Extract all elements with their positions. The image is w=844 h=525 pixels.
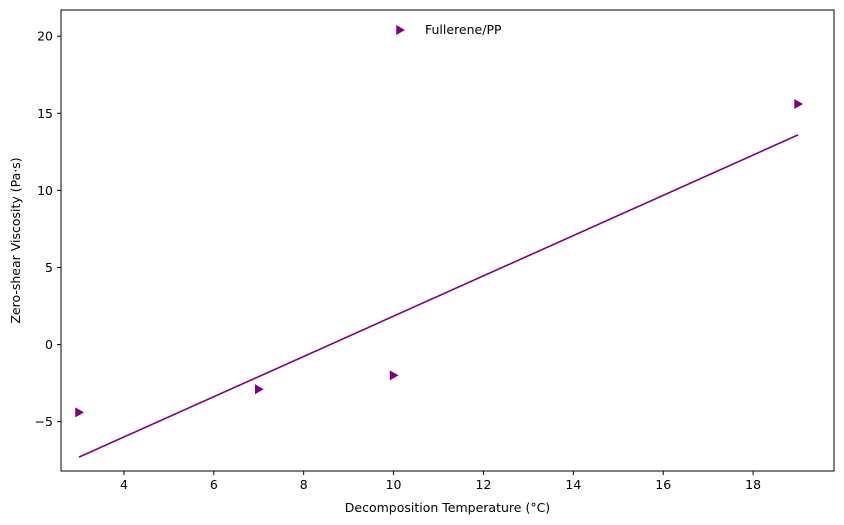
data-point (794, 99, 804, 110)
x-tick-label: 10 (386, 477, 402, 492)
data-point (254, 384, 264, 395)
x-tick-label: 14 (565, 477, 581, 492)
x-axis-label: Decomposition Temperature (°C) (345, 500, 550, 515)
legend-label: Fullerene/PP (425, 22, 502, 37)
x-tick-label: 18 (745, 477, 761, 492)
y-tick-label: 20 (37, 29, 53, 44)
legend-marker-triangle-icon (396, 25, 405, 35)
legend: Fullerene/PP (396, 22, 502, 37)
y-tick-label: 0 (45, 337, 53, 352)
data-point (389, 370, 399, 381)
x-tick-label: 4 (120, 477, 128, 492)
y-tick-label: 15 (37, 106, 53, 121)
y-tick-label: 5 (45, 260, 53, 275)
x-tick-label: 6 (210, 477, 218, 492)
plot-area-frame (60, 9, 835, 472)
y-tick-label: −5 (35, 414, 53, 429)
y-axis-ticks: −5 0 5 10 15 20 (35, 29, 61, 429)
y-axis-label: Zero-shear Viscosity (Pa·s) (8, 157, 23, 323)
x-axis-ticks: 4 6 8 10 12 14 16 18 (120, 471, 761, 492)
y-tick-label: 10 (37, 183, 53, 198)
x-tick-label: 8 (300, 477, 308, 492)
data-point (75, 407, 84, 418)
x-tick-label: 16 (655, 477, 671, 492)
fit-line (78, 134, 799, 458)
plot-marks (75, 99, 804, 458)
x-tick-label: 12 (476, 477, 492, 492)
